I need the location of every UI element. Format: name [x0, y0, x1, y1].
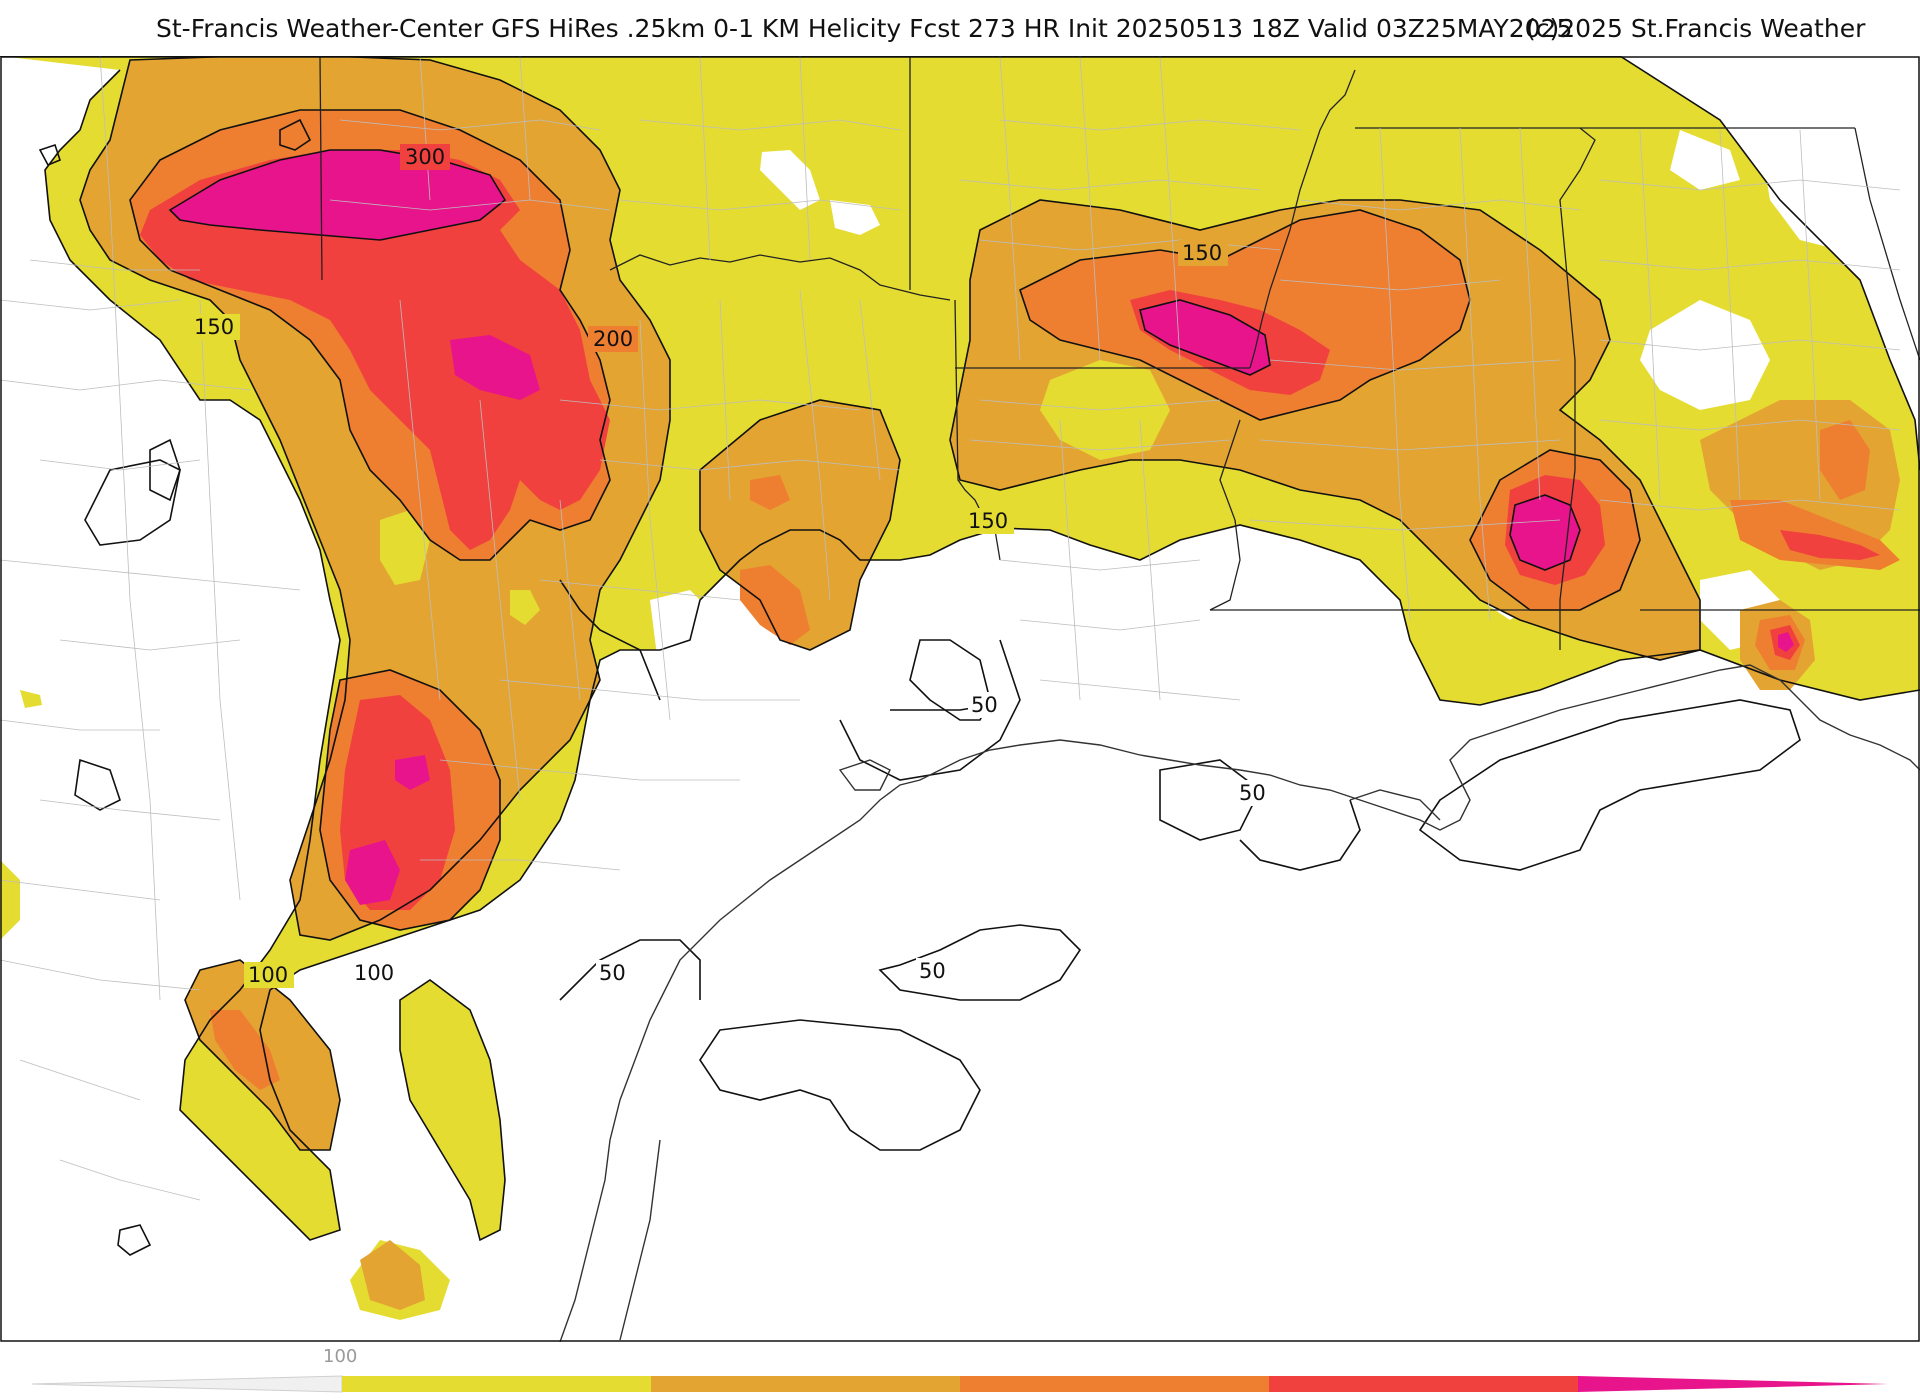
- contour-label-50-gulf: 50: [919, 959, 946, 983]
- legend-swatch-2: [651, 1376, 960, 1392]
- legend-below-range-triangle: [32, 1375, 343, 1393]
- helicity-300-fill: [170, 150, 1794, 905]
- contour-label-group: 300 200 150 150 150 100 100 50 50 50 50: [190, 144, 1270, 988]
- contour-label-50-coast: 50: [599, 961, 626, 985]
- contour-label-100-southwest: 100: [248, 963, 288, 987]
- contour-label-50-delta: 50: [1239, 781, 1266, 805]
- helicity-map: 300 200 150 150 150 100 100 50 50 50 50: [0, 56, 1920, 1342]
- color-scale-legend: 100: [32, 1346, 1888, 1396]
- coastline: [559, 664, 1920, 1342]
- legend-swatch-4: [1269, 1376, 1578, 1392]
- contour-label-50-inland: 50: [971, 693, 998, 717]
- county-borders: [0, 56, 1901, 1201]
- helicity-100-islands: [380, 360, 1170, 625]
- map-title-bar: St-Francis Weather-Center GFS HiRes .25k…: [0, 14, 1920, 54]
- state-borders: [319, 56, 1920, 650]
- map-frame: [0, 56, 1920, 1342]
- map-title: St-Francis Weather-Center GFS HiRes .25k…: [156, 14, 1573, 43]
- legend-above-range-triangle: [1578, 1376, 1888, 1392]
- contour-label-150-south: 150: [968, 509, 1008, 533]
- legend-swatch-3: [960, 1376, 1269, 1392]
- contour-label-100-south: 100: [354, 961, 394, 985]
- contour-lines: [0, 56, 1920, 1256]
- contour-label-200: 200: [593, 327, 633, 351]
- legend-swatch-1: [342, 1376, 651, 1392]
- legend-color-bar: [32, 1375, 1888, 1393]
- copyright-text: (c)2025 St.Francis Weather: [1526, 14, 1866, 43]
- legend-tick-label: 100: [323, 1346, 358, 1367]
- contour-label-150-west: 150: [194, 315, 234, 339]
- contour-label-300: 300: [405, 145, 445, 169]
- contour-label-150-central: 150: [1182, 241, 1222, 265]
